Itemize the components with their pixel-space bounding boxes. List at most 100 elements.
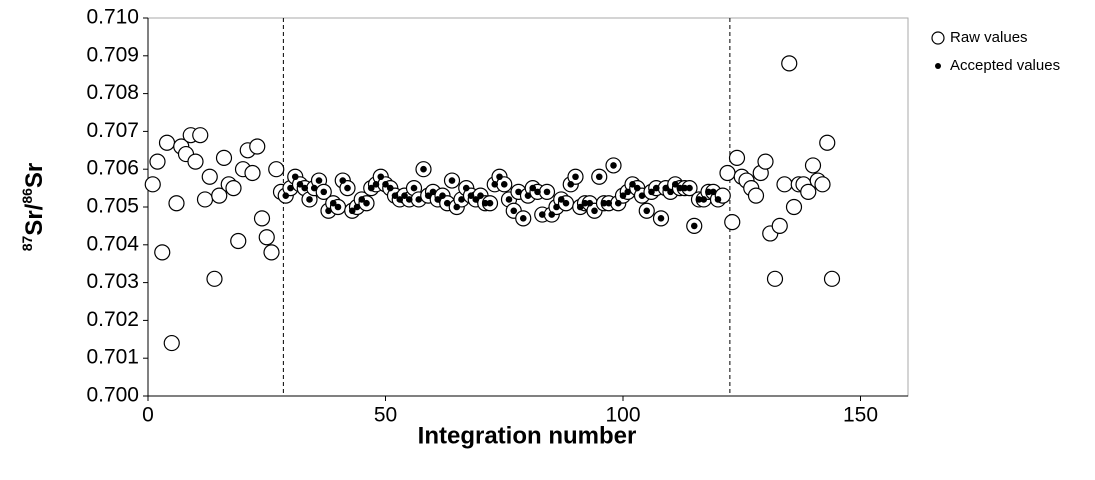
data-point [567,181,575,188]
data-point [448,177,456,184]
data-point [638,192,646,199]
data-point [154,244,171,261]
data-point [781,55,798,72]
data-point [363,199,370,207]
y-tick-label: 0.702 [86,308,139,331]
data-point [429,188,437,196]
data-point [149,153,166,170]
data-point [705,188,712,196]
data-point [367,184,375,192]
data-point [524,192,532,199]
data-point [610,162,617,169]
data-point [771,217,788,234]
data-point [282,192,290,199]
data-point [648,188,655,196]
x-tick-label: 50 [374,404,397,427]
data-point [819,134,836,151]
data-point [477,192,484,199]
data-point [766,270,784,287]
data-point [714,196,722,203]
data-point [158,134,176,151]
data-point [757,153,774,170]
data-point [386,184,394,192]
y-tick-label: 0.710 [86,6,139,29]
data-point [458,196,465,203]
data-point [268,161,285,178]
data-point [329,199,337,207]
data-point [600,199,608,207]
data-point [420,165,427,173]
data-point [724,214,741,231]
y-label-part: Sr/ [21,203,48,235]
y-label-part: Sr [21,163,48,188]
y-label-part: 87 [19,235,35,251]
data-point [614,199,622,207]
y-tick-label: 0.701 [86,346,139,369]
data-point [529,184,537,192]
data-point [643,207,651,215]
data-point [434,196,442,203]
legend-label: Accepted values [950,57,1060,74]
data-point [310,184,318,192]
data-point [339,177,347,184]
y-tick-label: 0.704 [86,232,139,255]
data-point [201,168,218,185]
data-point [586,199,594,207]
data-point [301,184,309,192]
data-point [652,184,660,192]
data-point [467,192,475,199]
data-point [686,184,693,192]
data-point [372,181,380,188]
y-axis-label: 87Sr/86Sr [19,163,49,252]
data-point [358,196,366,203]
data-point [619,192,627,199]
data-point [534,188,541,196]
x-tick-label: 150 [843,404,878,427]
legend-marker [935,63,941,69]
data-point [353,203,361,211]
data-point [728,149,746,166]
data-point [377,173,385,181]
data-point [667,188,674,196]
data-point [348,207,356,215]
data-point [187,153,204,170]
data-point [519,215,527,222]
data-point [747,187,765,204]
data-point [633,184,641,192]
data-point [572,173,579,181]
data-point [553,203,560,211]
data-point [595,173,603,181]
data-point [410,184,418,192]
data-point [396,196,404,203]
data-point [605,199,613,207]
data-point [481,199,489,207]
data-point [496,173,503,181]
y-tick-label: 0.703 [86,270,139,293]
data-point [291,173,299,181]
data-point [800,183,817,200]
data-point [225,180,242,197]
data-point [192,127,209,144]
y-tick-label: 0.707 [86,119,139,142]
data-point [382,181,389,188]
data-point [215,149,233,166]
data-point [690,222,698,230]
data-point [776,176,793,193]
data-point [163,334,180,352]
data-point [624,188,632,196]
data-point [320,188,328,196]
data-point [814,176,831,193]
data-point [719,164,736,182]
data-point [709,188,717,196]
data-point [144,176,161,193]
data-point [439,192,446,199]
data-point [581,199,589,207]
data-point [206,270,223,287]
data-point [249,138,266,155]
y-tick-label: 0.700 [86,384,139,407]
y-label-part: 86 [19,188,35,204]
data-point [700,196,708,203]
data-point [785,198,803,216]
data-point [562,199,570,207]
